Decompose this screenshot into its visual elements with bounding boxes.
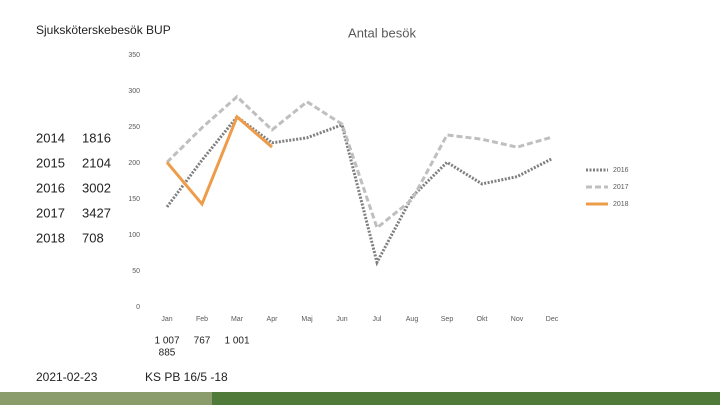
y-tick-label: 300 <box>128 88 140 95</box>
x-tick-label: Feb <box>196 316 208 323</box>
x-tick-label: Mar <box>231 316 244 323</box>
x-tick-label: Maj <box>301 316 313 323</box>
month-note: 1 007 <box>154 336 179 347</box>
x-tick-label: Apr <box>267 316 279 323</box>
month-note: 767 <box>194 336 211 347</box>
table-cell: 2014 <box>36 130 65 145</box>
footer-bar <box>0 392 212 405</box>
x-tick-label: Jun <box>336 316 347 323</box>
month-note: 885 <box>159 348 176 359</box>
table-cell: 3427 <box>82 205 111 220</box>
x-tick-label: Aug <box>406 316 419 323</box>
table-cell: 2016 <box>36 180 65 195</box>
line-series <box>165 114 273 207</box>
table-cell: 1816 <box>82 130 111 145</box>
footer-date: 2021-02-23 <box>36 370 98 384</box>
table-cell: 708 <box>82 230 104 245</box>
y-tick-label: 50 <box>132 268 140 275</box>
y-tick-label: 150 <box>128 196 140 203</box>
x-tick-label: Okt <box>477 316 488 323</box>
footer-ref: KS PB 16/5 -18 <box>145 370 228 384</box>
slide-title: Sjuksköterskebesök BUP <box>36 23 171 37</box>
y-tick-label: 350 <box>128 52 140 59</box>
legend-label: 2017 <box>613 184 629 191</box>
table-cell: 3002 <box>82 180 111 195</box>
month-note: 1 001 <box>224 336 249 347</box>
line-series <box>165 94 553 231</box>
x-tick-label: Jan <box>161 316 172 323</box>
table-cell: 2018 <box>36 230 65 245</box>
table-cell: 2015 <box>36 155 65 170</box>
x-tick-label: Nov <box>511 316 524 323</box>
y-tick-label: 200 <box>128 160 140 167</box>
line-series <box>165 114 553 267</box>
footer-bar <box>212 392 720 405</box>
x-tick-label: Jul <box>373 316 382 323</box>
x-tick-label: Sep <box>441 316 454 323</box>
y-tick-label: 0 <box>136 304 140 311</box>
x-tick-label: Dec <box>546 316 559 323</box>
y-tick-label: 250 <box>128 124 140 131</box>
table-cell: 2104 <box>82 155 111 170</box>
table-cell: 2017 <box>36 205 65 220</box>
legend-label: 2018 <box>613 201 629 208</box>
legend-label: 2016 <box>613 167 629 174</box>
chart-title: Antal besök <box>348 25 416 40</box>
y-tick-label: 100 <box>128 232 140 239</box>
